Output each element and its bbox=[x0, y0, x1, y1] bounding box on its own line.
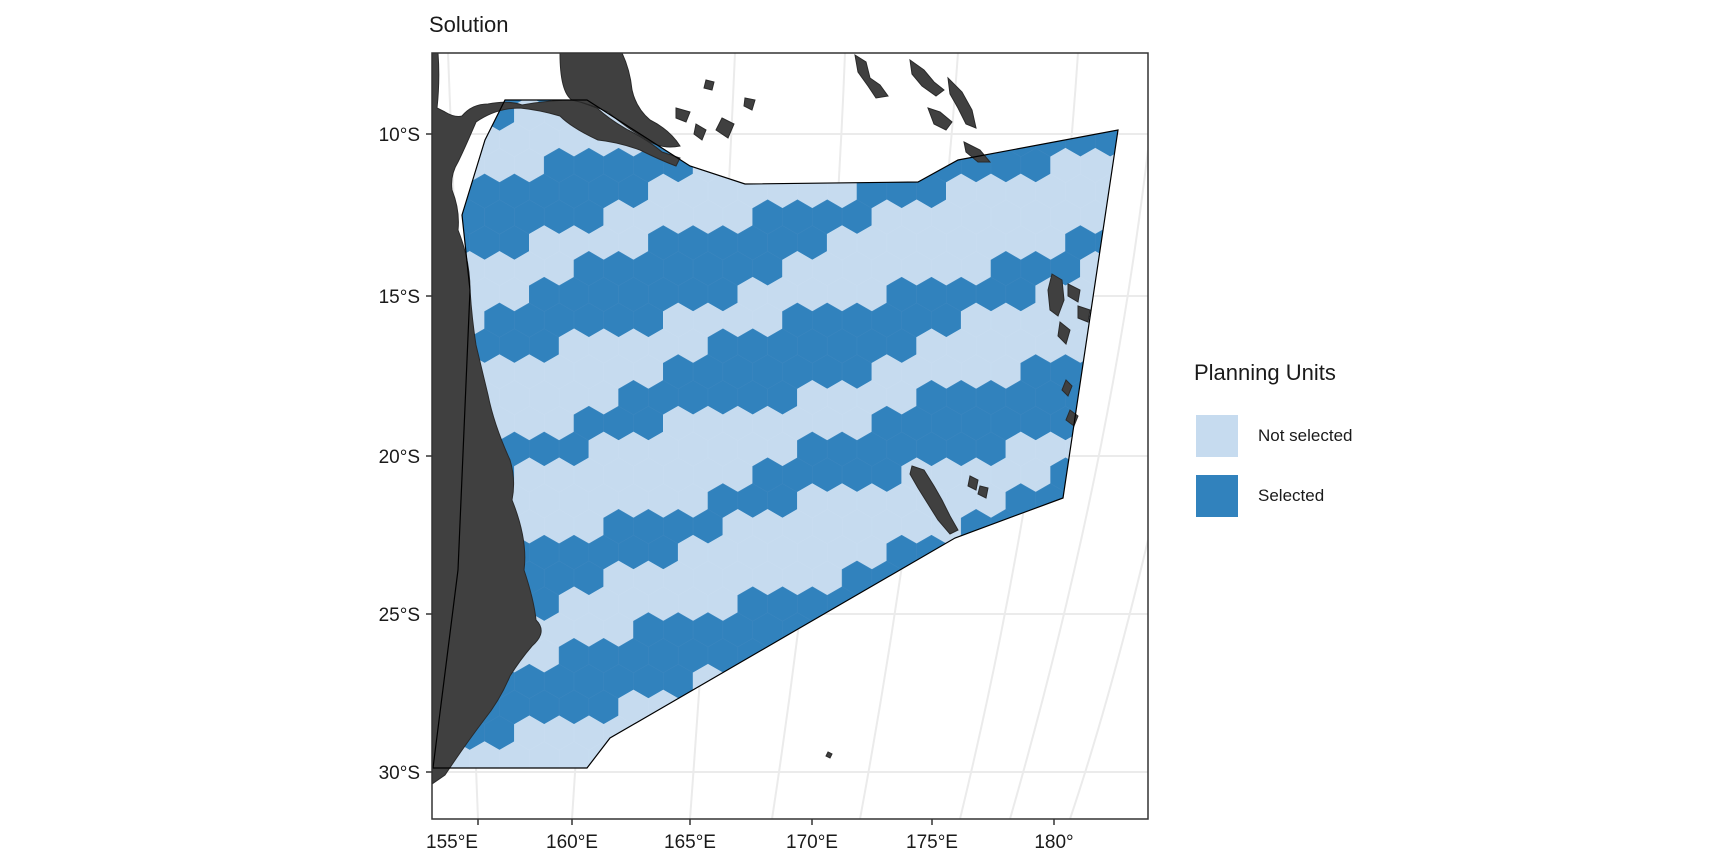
y-tick-label: 15°S bbox=[379, 287, 420, 308]
legend-key-not-selected bbox=[1196, 415, 1238, 457]
map-panel bbox=[431, 52, 1149, 820]
vanuatu-island bbox=[1061, 379, 1073, 397]
x-tick-label: 175°E bbox=[906, 832, 958, 853]
island bbox=[715, 117, 735, 139]
x-axis: 155°E 160°E 165°E 170°E 175°E 180° bbox=[426, 819, 1074, 853]
loyalty-island bbox=[977, 485, 989, 499]
vanuatu-island bbox=[1047, 273, 1065, 317]
australia-landmass bbox=[432, 53, 681, 785]
legend-item-not-selected: Not selected bbox=[1196, 406, 1353, 466]
solomon-island bbox=[909, 58, 945, 97]
legend-title: Planning Units bbox=[1194, 360, 1336, 385]
island bbox=[675, 107, 691, 123]
island bbox=[703, 79, 715, 91]
legend-item-selected: Selected bbox=[1196, 466, 1353, 526]
vanuatu-island bbox=[1077, 305, 1091, 323]
solomon-island bbox=[927, 107, 953, 131]
legend-key-selected bbox=[1196, 475, 1238, 517]
meridian-185e bbox=[1009, 149, 1148, 819]
vanuatu-island bbox=[1057, 321, 1071, 345]
x-tick-label: 155°E bbox=[426, 832, 478, 853]
legend-label-selected: Selected bbox=[1258, 486, 1325, 505]
study-area-boundary bbox=[432, 99, 1119, 769]
x-tick-label: 180° bbox=[1034, 832, 1073, 853]
y-tick-label: 20°S bbox=[379, 447, 420, 468]
panel-border bbox=[431, 52, 1149, 820]
y-tick-label: 30°S bbox=[379, 763, 420, 784]
y-tick-label: 25°S bbox=[379, 605, 420, 626]
land-layer bbox=[432, 53, 1091, 785]
y-axis: 10°S 15°S 20°S 25°S 30°S bbox=[379, 125, 432, 784]
y-tick-label: 10°S bbox=[379, 125, 420, 146]
makira-island bbox=[963, 141, 992, 163]
island bbox=[743, 97, 756, 111]
loyalty-island bbox=[967, 475, 979, 491]
island bbox=[693, 123, 707, 141]
map-title: Solution bbox=[429, 12, 509, 37]
bougainville-island bbox=[854, 53, 889, 99]
solomon-island bbox=[947, 76, 977, 129]
meridian-190e bbox=[1069, 539, 1148, 819]
legend-label-not-selected: Not selected bbox=[1258, 426, 1353, 445]
x-tick-label: 165°E bbox=[664, 832, 716, 853]
papua-new-guinea-landmass bbox=[559, 53, 681, 148]
vanuatu-island bbox=[1067, 283, 1081, 303]
x-tick-label: 160°E bbox=[546, 832, 598, 853]
legend: Planning Units Not selected Selected bbox=[1194, 360, 1353, 526]
x-tick-label: 170°E bbox=[786, 832, 838, 853]
island bbox=[825, 751, 833, 759]
new-caledonia-island bbox=[909, 465, 959, 535]
